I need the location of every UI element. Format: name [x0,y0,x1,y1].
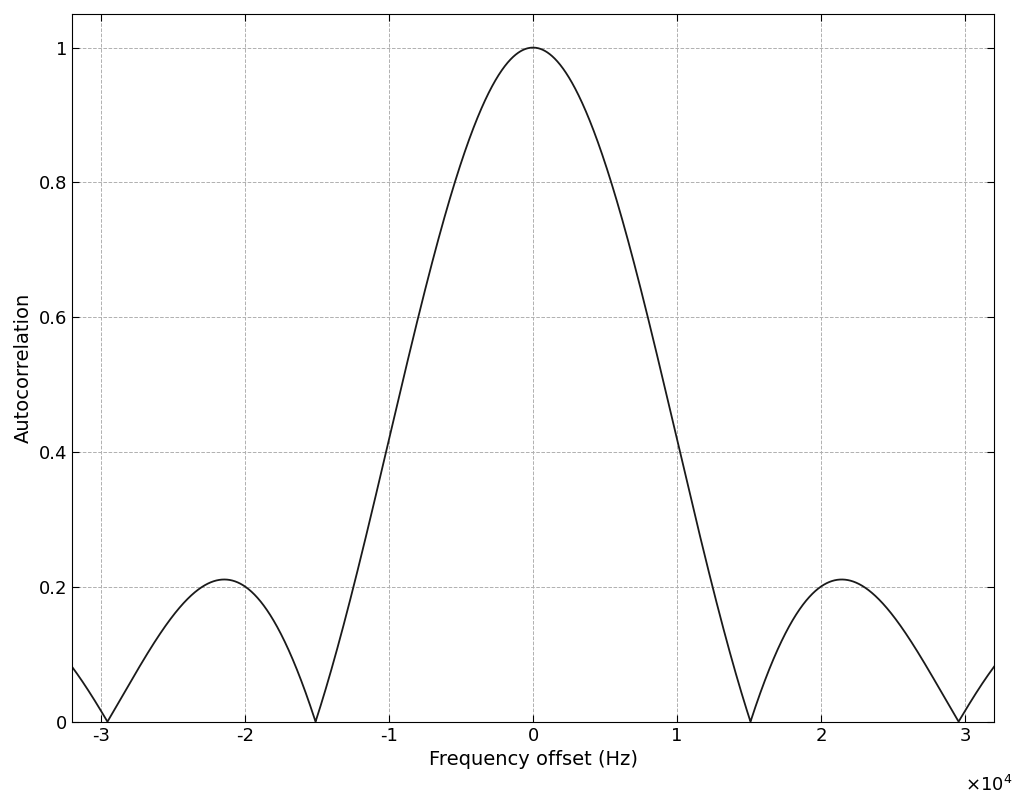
X-axis label: Frequency offset (Hz): Frequency offset (Hz) [428,750,638,769]
Text: $\times10^4$: $\times10^4$ [966,775,1013,795]
Y-axis label: Autocorrelation: Autocorrelation [14,293,33,443]
